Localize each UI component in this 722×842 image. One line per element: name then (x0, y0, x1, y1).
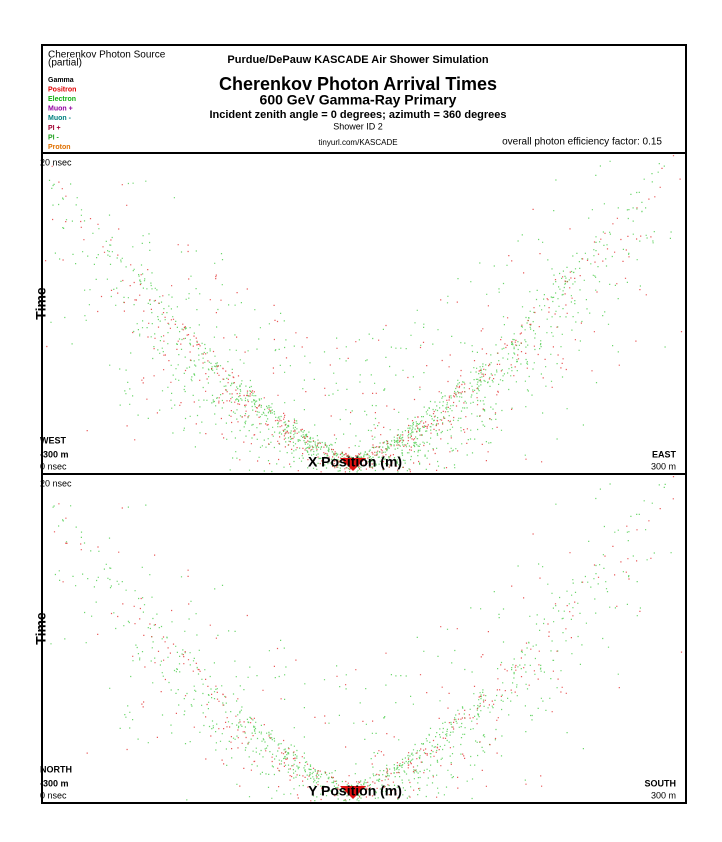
legend-entry: Muon + (48, 106, 73, 113)
time-max: 20 nsec (40, 157, 72, 167)
legend: Gamma Positron Electron Muon + Muon - PI + PI … (48, 77, 76, 151)
y-axis-label: Time (33, 612, 49, 645)
legend-entry: Muon - (48, 115, 72, 122)
y-axis-label: Time (33, 287, 49, 320)
left-position: -300 m (40, 449, 69, 459)
core (340, 458, 366, 471)
left-position: -300 m (40, 778, 69, 788)
time-max: 20 nsec (40, 478, 72, 488)
right-position: 300 m (651, 461, 676, 471)
title: Cherenkov Photon Arrival Times (219, 74, 497, 94)
frame (41, 44, 687, 804)
time-min: 0 nsec (40, 461, 67, 471)
efficiency: overall photon efficiency factor: 0.15 (502, 137, 662, 148)
x-axis-label: Y Position (m) (308, 783, 402, 799)
electron-photons (48, 160, 672, 473)
photon-scatter (45, 155, 683, 473)
right-direction: SOUTH (645, 778, 677, 788)
photon-scatter (50, 476, 683, 802)
left-direction: WEST (40, 435, 67, 445)
source-title: Cherenkov Photon Source (48, 50, 166, 61)
left-direction: NORTH (40, 764, 72, 774)
legend-entry: Positron (48, 86, 76, 93)
shower-id: Shower ID 2 (333, 121, 383, 131)
subtitle: 600 GeV Gamma-Ray Primary (260, 92, 457, 108)
core (340, 786, 366, 799)
legend-entry: Electron (48, 96, 76, 103)
right-direction: EAST (652, 449, 677, 459)
x-axis-label: X Position (m) (308, 454, 402, 470)
org: Purdue/DePauw KASCADE Air Shower Simulat… (227, 54, 488, 66)
positron-photons (45, 155, 683, 473)
positron-photons (53, 476, 683, 802)
legend-entry: PI - (48, 134, 60, 141)
electron-photons (50, 483, 672, 802)
time-min: 0 nsec (40, 790, 67, 800)
legend-entry: Proton (48, 144, 71, 151)
url: tinyurl.com/KASCADE (318, 138, 397, 147)
right-position: 300 m (651, 790, 676, 800)
angles: Incident zenith angle = 0 degrees; azimu… (209, 109, 506, 121)
legend-entry: PI + (48, 125, 61, 132)
legend-entry: Gamma (48, 77, 74, 84)
source-note: (partial) (48, 58, 82, 69)
